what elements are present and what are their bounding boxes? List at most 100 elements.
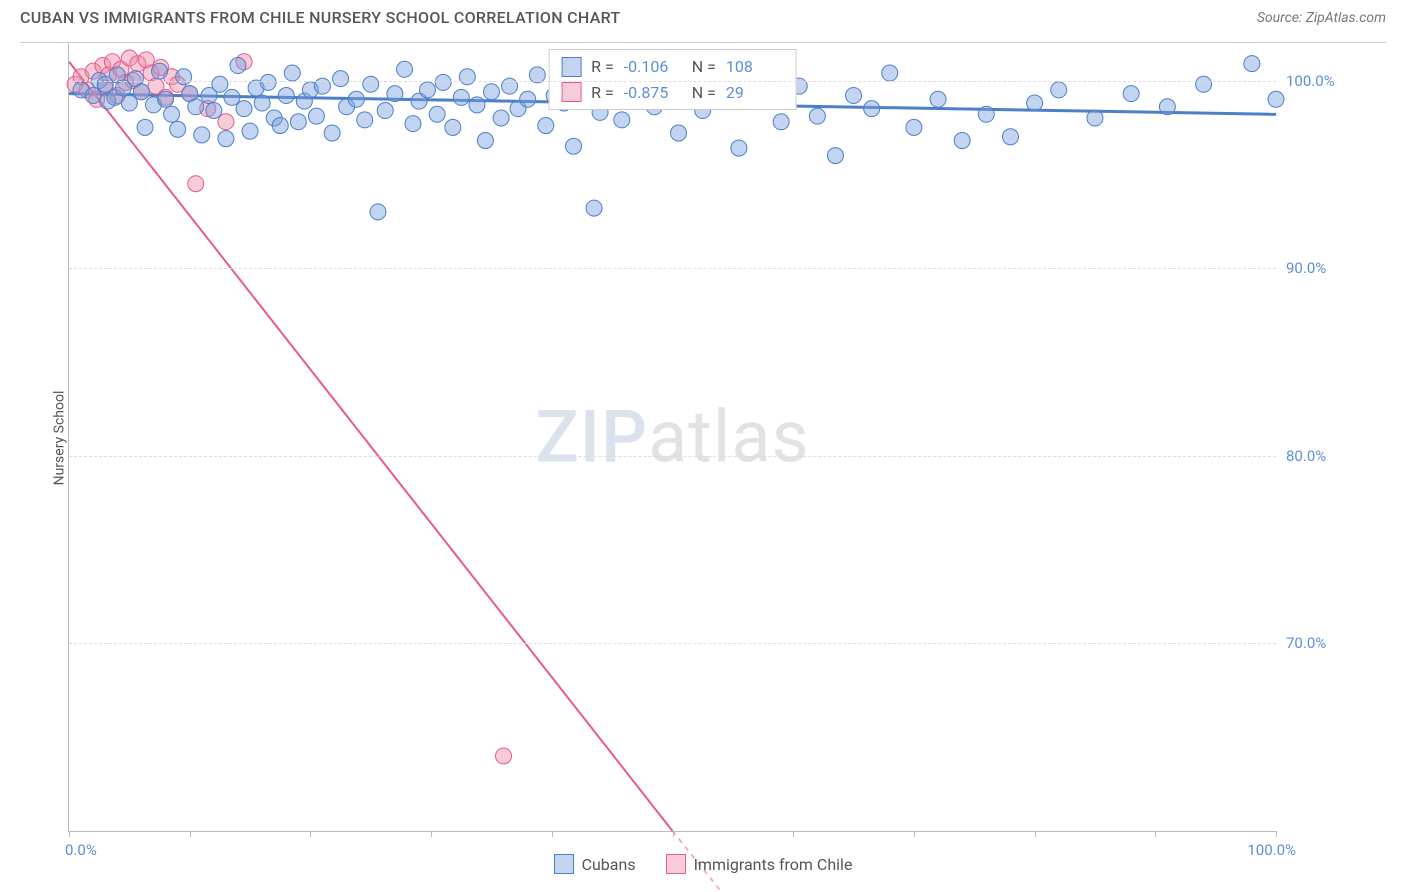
point-series1 — [773, 114, 789, 130]
n-value-series1: 108 — [726, 54, 784, 80]
point-series1 — [133, 84, 149, 100]
x-tick — [69, 831, 70, 837]
x-tick — [431, 831, 432, 837]
point-series1 — [586, 200, 602, 216]
point-series1 — [230, 58, 246, 74]
point-series1 — [954, 133, 970, 149]
point-series1 — [469, 97, 485, 113]
point-series1 — [194, 127, 210, 143]
x-tick — [793, 831, 794, 837]
y-axis-label: Nursery School — [51, 390, 67, 485]
point-series1 — [731, 140, 747, 156]
point-series1 — [284, 65, 300, 81]
point-series1 — [1196, 76, 1212, 92]
y-tick-label: 90.0% — [1286, 259, 1376, 277]
x-tick — [190, 831, 191, 837]
y-tick-label: 100.0% — [1286, 72, 1376, 90]
point-series1 — [137, 119, 153, 135]
stats-row-series2: R = -0.875 N = 29 — [561, 80, 784, 106]
point-series1 — [1087, 110, 1103, 126]
point-series1 — [538, 118, 554, 134]
point-series1 — [827, 148, 843, 164]
point-series1 — [906, 119, 922, 135]
point-series1 — [882, 65, 898, 81]
point-series1 — [308, 108, 324, 124]
plot-region: ZIPatlas R = -0.106 N = 108 R = -0.875 N… — [68, 43, 1276, 832]
x-tick — [1155, 831, 1156, 837]
point-series1 — [333, 71, 349, 87]
point-series1 — [1123, 86, 1139, 102]
y-tick-label: 70.0% — [1286, 634, 1376, 652]
point-series1 — [176, 69, 192, 85]
point-series1 — [370, 204, 386, 220]
x-tick — [552, 831, 553, 837]
point-series1 — [397, 61, 413, 77]
legend-label-series1: Cubans — [582, 855, 636, 874]
legend-swatch-series2 — [666, 854, 686, 874]
point-series1 — [520, 91, 536, 107]
source-attribution: Source: ZipAtlas.com — [1257, 10, 1386, 26]
point-series1 — [445, 119, 461, 135]
point-series1 — [158, 91, 174, 107]
x-tick — [1276, 831, 1277, 837]
point-series1 — [212, 76, 228, 92]
plot-svg — [69, 43, 1276, 831]
point-series1 — [260, 74, 276, 90]
legend-label-series2: Immigrants from Chile — [694, 855, 853, 874]
point-series1 — [419, 82, 435, 98]
point-series1 — [566, 138, 582, 154]
gridline — [69, 81, 1276, 82]
point-series1 — [483, 84, 499, 100]
point-series1 — [85, 88, 101, 104]
point-series1 — [348, 91, 364, 107]
legend-swatch-series1 — [554, 854, 574, 874]
point-series1 — [614, 112, 630, 128]
x-tick — [914, 831, 915, 837]
r-value-series2: -0.875 — [624, 80, 682, 106]
swatch-series2 — [561, 82, 581, 102]
stats-row-series1: R = -0.106 N = 108 — [561, 54, 784, 80]
point-series1 — [453, 89, 469, 105]
point-series1 — [405, 116, 421, 132]
gridline — [69, 268, 1276, 269]
r-value-series1: -0.106 — [624, 54, 682, 80]
point-series1 — [218, 131, 234, 147]
point-series2 — [188, 176, 204, 192]
point-series1 — [429, 106, 445, 122]
point-series1 — [809, 108, 825, 124]
point-series1 — [188, 99, 204, 115]
x-tick — [673, 831, 674, 837]
point-series1 — [236, 101, 252, 117]
point-series1 — [1051, 82, 1067, 98]
point-series1 — [357, 112, 373, 128]
point-series1 — [435, 74, 451, 90]
gridline — [69, 456, 1276, 457]
point-series1 — [254, 95, 270, 111]
legend-item-series1: Cubans — [554, 854, 636, 874]
y-tick-label: 80.0% — [1286, 447, 1376, 465]
legend-item-series2: Immigrants from Chile — [666, 854, 853, 874]
point-series1 — [1159, 99, 1175, 115]
point-series1 — [846, 88, 862, 104]
chart-area: Nursery School ZIPatlas R = -0.106 N = 1… — [20, 42, 1386, 832]
point-series1 — [864, 101, 880, 117]
point-series1 — [387, 86, 403, 102]
point-series1 — [272, 118, 288, 134]
chart-title: CUBAN VS IMMIGRANTS FROM CHILE NURSERY S… — [20, 8, 620, 27]
point-series1 — [377, 103, 393, 119]
point-series1 — [1002, 129, 1018, 145]
x-tick — [1035, 831, 1036, 837]
point-series1 — [493, 110, 509, 126]
point-series1 — [1027, 95, 1043, 111]
point-series1 — [242, 123, 258, 139]
point-series1 — [224, 89, 240, 105]
point-series2 — [218, 114, 234, 130]
point-series1 — [671, 125, 687, 141]
point-series1 — [152, 63, 168, 79]
point-series1 — [363, 76, 379, 92]
point-series1 — [1244, 56, 1260, 72]
point-series1 — [324, 125, 340, 141]
gridline — [69, 643, 1276, 644]
point-series1 — [121, 95, 137, 111]
point-series1 — [930, 91, 946, 107]
